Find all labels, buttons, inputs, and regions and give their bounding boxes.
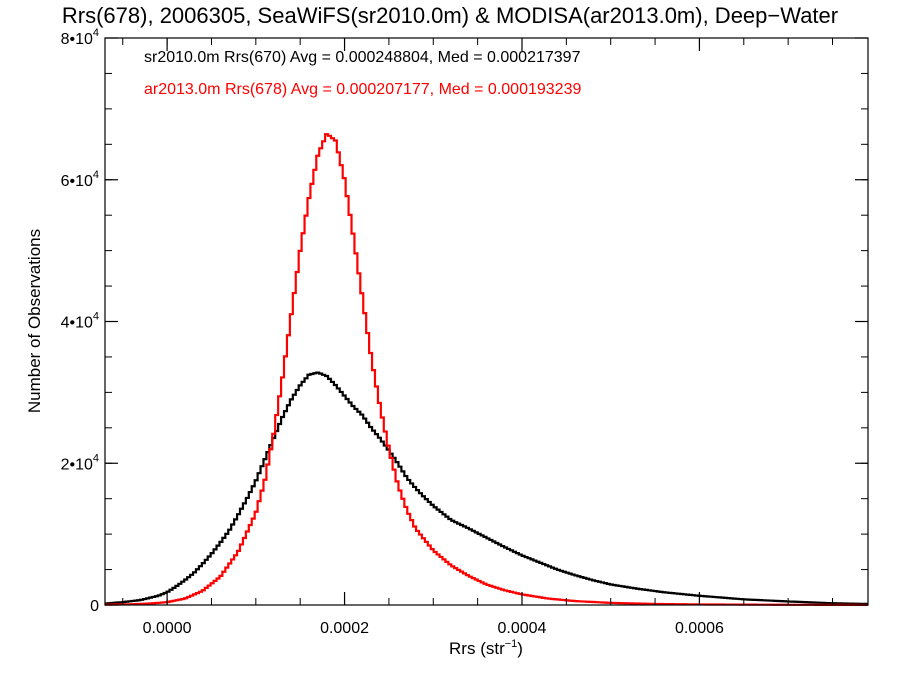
y-tick-label-exp: 4 [93,452,99,464]
series-line-1 [105,133,868,607]
x-axis-label-sup: −1 [505,638,518,650]
y-tick-label-base: 0 [90,598,99,615]
legend-entry-sr2010: sr2010.0m Rrs(670) Avg = 0.000248804, Me… [144,49,581,66]
x-axis-label-main: Rrs (str [449,639,505,658]
y-tick-label: 4•104 [61,311,99,332]
series-line-0 [105,371,868,606]
y-tick-label-base: 2•10 [61,456,93,473]
x-tick-label: 0.0006 [675,620,724,637]
axes-layer: 0.0000 0.0002 0.0004 0.000602•1044•1046•104… [61,27,868,637]
chart-title: Rrs(678), 2006305, SeaWiFS(sr2010.0m) & … [62,3,838,28]
legend: sr2010.0m Rrs(670) Avg = 0.000248804, Me… [144,49,581,98]
y-tick-label-base: 8•10 [61,31,93,48]
y-axis-label: Number of Observations [25,229,44,413]
y-tick-label-exp: 4 [93,169,99,181]
y-tick-label: 2•104 [61,452,99,473]
y-tick-label: 0 [90,598,99,615]
series-layer [105,133,868,607]
y-tick-label-base: 4•10 [61,315,93,332]
y-tick-label: 8•104 [61,27,99,48]
x-tick-label: 0.0002 [320,620,369,637]
legend-entry-ar2013: ar2013.0m Rrs(678) Avg = 0.000207177, Me… [144,81,581,98]
y-tick-label-exp: 4 [93,27,99,39]
y-tick-label-base: 6•10 [61,173,93,190]
y-tick-label-exp: 4 [93,311,99,323]
plot-frame [104,37,869,606]
x-axis-label-end: ) [517,639,523,658]
x-tick-label: 0.0000 [143,620,192,637]
x-tick-label: 0.0004 [498,620,547,637]
x-axis-label: Rrs (str−1) [449,638,523,658]
y-tick-label: 6•104 [61,169,99,190]
